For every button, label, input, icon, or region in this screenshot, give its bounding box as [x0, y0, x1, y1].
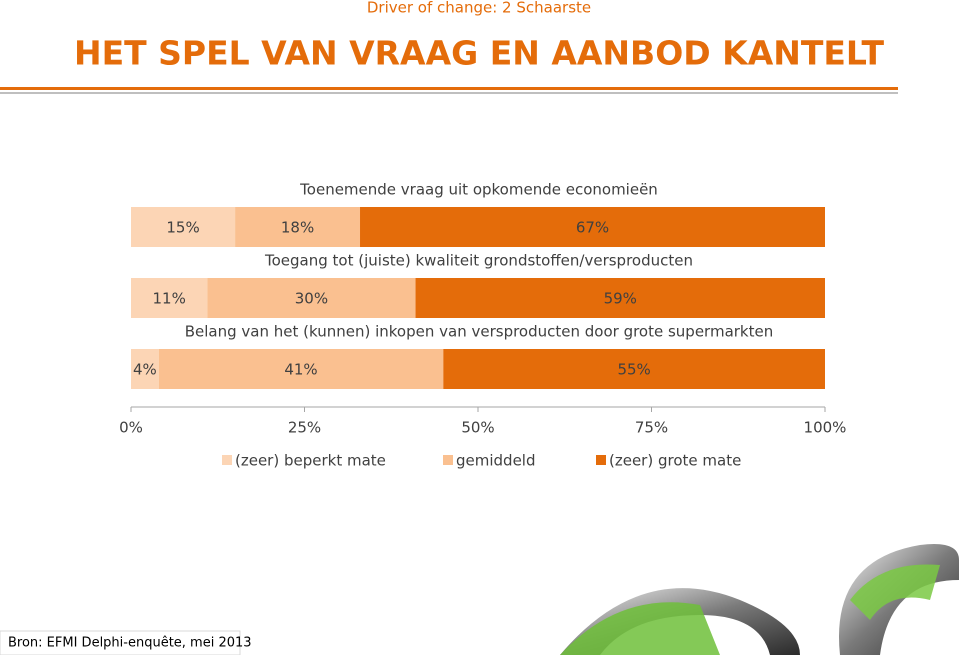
bar-segment: [131, 349, 159, 389]
legend-swatch: [222, 455, 232, 465]
value-label: 59%: [604, 290, 637, 308]
source-box: [0, 630, 241, 655]
x-tick-label: 75%: [635, 419, 668, 437]
legend-swatch: [443, 455, 453, 465]
x-tick-label: 0%: [119, 419, 143, 437]
value-label: 41%: [284, 361, 317, 379]
x-tick-label: 25%: [288, 419, 321, 437]
bar-segment: [360, 207, 825, 247]
legend-label: gemiddeld: [456, 452, 536, 470]
bar-segment: [158, 349, 444, 389]
bar-segment: [235, 207, 361, 247]
subtitle: Driver of change: 2 Schaarste: [367, 0, 591, 17]
category-label: Toegang tot (juiste) kwaliteit grondstof…: [264, 252, 693, 270]
title: HET SPEL VAN VRAAG EN AANBOD KANTELT: [74, 34, 885, 73]
bar-segment: [415, 278, 825, 318]
value-label: 30%: [295, 290, 328, 308]
bar-segment: [207, 278, 416, 318]
category-label: Belang van het (kunnen) inkopen van vers…: [185, 323, 774, 341]
category-label: Toenemende vraag uit opkomende economieë…: [299, 181, 658, 199]
value-label: 67%: [576, 219, 609, 237]
x-tick-label: 100%: [804, 419, 847, 437]
x-tick-label: 50%: [461, 419, 494, 437]
legend-swatch: [596, 455, 606, 465]
legend-label: (zeer) beperkt mate: [235, 452, 386, 470]
value-label: 11%: [152, 290, 185, 308]
title-rule: [0, 87, 898, 90]
value-label: 15%: [166, 219, 199, 237]
bar-segment: [131, 278, 208, 318]
value-label: 18%: [281, 219, 314, 237]
source: Bron: EFMI Delphi-enquête, mei 2013: [8, 636, 252, 651]
bar-segment: [443, 349, 825, 389]
title-rule-grey: [0, 92, 898, 94]
legend-label: (zeer) grote mate: [609, 452, 741, 470]
bar-segment: [131, 207, 236, 247]
decoration: [560, 544, 959, 655]
value-label: 4%: [133, 361, 157, 379]
value-label: 55%: [617, 361, 650, 379]
